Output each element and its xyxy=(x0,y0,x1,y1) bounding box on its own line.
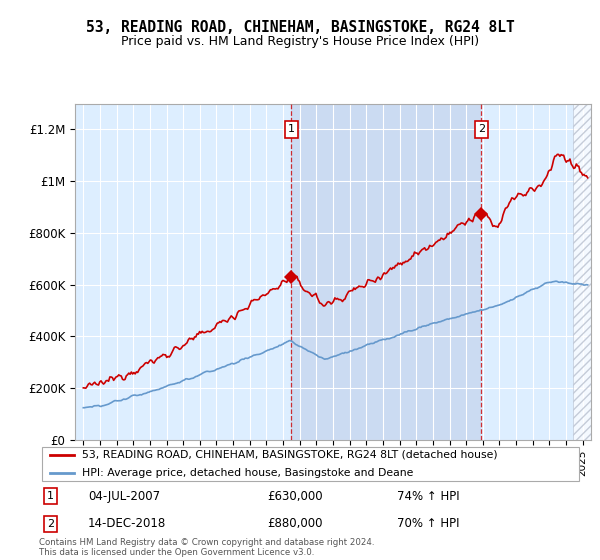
Text: 14-DEC-2018: 14-DEC-2018 xyxy=(88,517,166,530)
Text: Price paid vs. HM Land Registry's House Price Index (HPI): Price paid vs. HM Land Registry's House … xyxy=(121,35,479,48)
Text: 04-JUL-2007: 04-JUL-2007 xyxy=(88,490,160,503)
Text: HPI: Average price, detached house, Basingstoke and Deane: HPI: Average price, detached house, Basi… xyxy=(82,468,414,478)
Text: £880,000: £880,000 xyxy=(267,517,323,530)
Text: £630,000: £630,000 xyxy=(267,490,323,503)
Text: 70% ↑ HPI: 70% ↑ HPI xyxy=(397,517,460,530)
Text: 1: 1 xyxy=(47,491,54,501)
Text: 74% ↑ HPI: 74% ↑ HPI xyxy=(397,490,460,503)
Bar xyxy=(292,104,481,440)
FancyBboxPatch shape xyxy=(42,446,579,481)
Text: 2: 2 xyxy=(47,519,54,529)
Text: Contains HM Land Registry data © Crown copyright and database right 2024.
This d: Contains HM Land Registry data © Crown c… xyxy=(39,538,374,557)
Text: 53, READING ROAD, CHINEHAM, BASINGSTOKE, RG24 8LT: 53, READING ROAD, CHINEHAM, BASINGSTOKE,… xyxy=(86,21,514,35)
Text: 53, READING ROAD, CHINEHAM, BASINGSTOKE, RG24 8LT (detached house): 53, READING ROAD, CHINEHAM, BASINGSTOKE,… xyxy=(82,450,498,460)
Bar xyxy=(573,104,591,440)
Text: 1: 1 xyxy=(288,124,295,134)
Text: 2: 2 xyxy=(478,124,485,134)
